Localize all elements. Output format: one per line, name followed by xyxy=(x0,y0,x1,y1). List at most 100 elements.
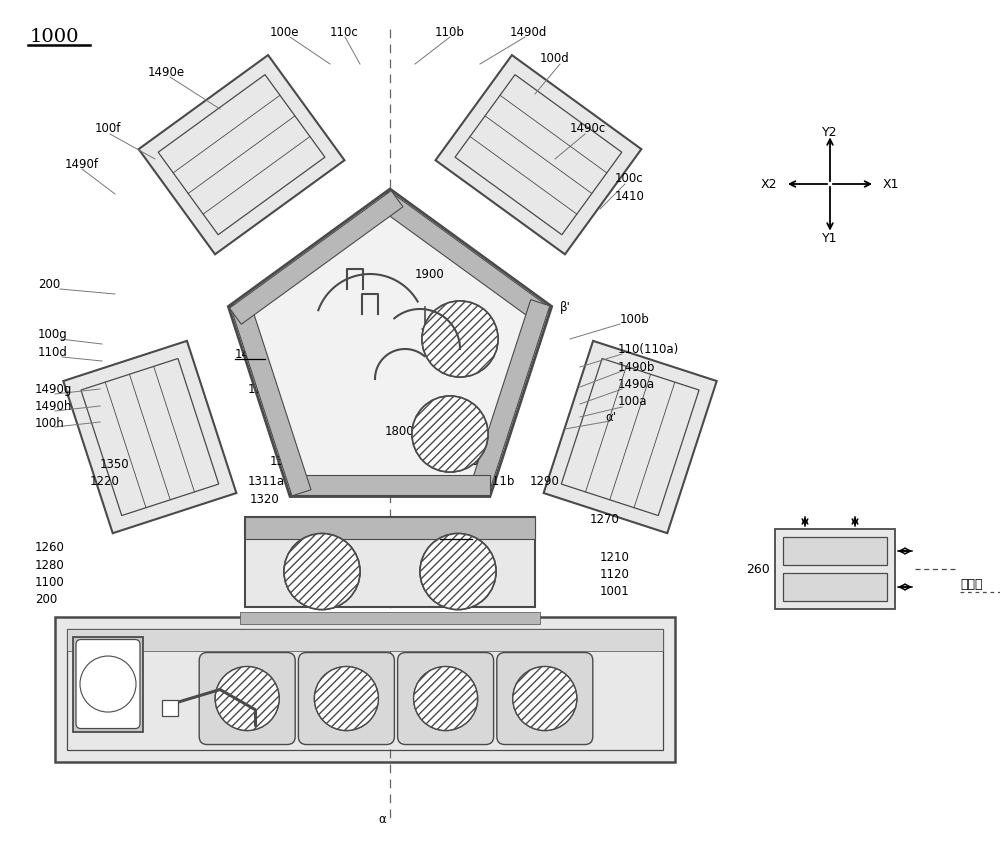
Text: Y2: Y2 xyxy=(822,126,838,138)
Circle shape xyxy=(422,301,498,377)
Bar xyxy=(436,56,641,255)
Bar xyxy=(544,342,717,533)
Text: 信号线: 信号线 xyxy=(960,578,982,591)
Text: 200: 200 xyxy=(245,295,267,308)
Circle shape xyxy=(513,667,577,731)
Text: 1300: 1300 xyxy=(270,455,300,468)
Text: 1280: 1280 xyxy=(35,559,65,572)
Text: 200: 200 xyxy=(35,592,57,606)
Circle shape xyxy=(284,534,360,610)
Bar xyxy=(55,617,675,761)
Text: β': β' xyxy=(560,301,571,314)
Text: 1290: 1290 xyxy=(530,475,560,488)
Text: 110c: 110c xyxy=(330,25,359,39)
Bar xyxy=(783,538,887,565)
Circle shape xyxy=(513,667,577,731)
Text: 100a: 100a xyxy=(618,395,648,408)
FancyBboxPatch shape xyxy=(199,652,295,744)
Text: 1100: 1100 xyxy=(35,576,65,589)
Text: 1490d: 1490d xyxy=(510,25,547,39)
Text: 1270: 1270 xyxy=(590,513,620,526)
Text: 1310: 1310 xyxy=(450,455,480,468)
Text: 1490e: 1490e xyxy=(148,66,185,78)
Polygon shape xyxy=(290,475,490,495)
Text: β: β xyxy=(460,443,468,456)
Text: 1490f: 1490f xyxy=(65,159,99,171)
Text: 100f: 100f xyxy=(95,122,121,134)
Circle shape xyxy=(314,667,378,731)
Circle shape xyxy=(284,534,360,610)
Text: 1311a: 1311a xyxy=(248,475,285,488)
Circle shape xyxy=(80,657,136,712)
Circle shape xyxy=(414,667,478,731)
Circle shape xyxy=(414,667,478,731)
Bar xyxy=(162,700,178,716)
Circle shape xyxy=(215,667,279,731)
Text: 1350: 1350 xyxy=(100,458,130,471)
Text: 1000: 1000 xyxy=(30,28,80,46)
Text: 100h: 100h xyxy=(35,417,65,430)
Text: 100e: 100e xyxy=(270,25,300,39)
Text: 1700: 1700 xyxy=(248,383,278,396)
Text: 100g: 100g xyxy=(38,328,68,341)
Text: 1260: 1260 xyxy=(35,541,65,554)
Circle shape xyxy=(422,301,498,377)
Bar xyxy=(455,76,622,235)
Bar xyxy=(245,517,535,539)
Bar xyxy=(81,359,219,516)
Text: 1200: 1200 xyxy=(440,528,470,541)
Text: 1210: 1210 xyxy=(600,551,630,564)
FancyBboxPatch shape xyxy=(398,652,494,744)
Text: 1311b: 1311b xyxy=(478,475,515,488)
Bar xyxy=(240,612,540,624)
Text: Y1: Y1 xyxy=(822,231,838,244)
Polygon shape xyxy=(469,300,550,496)
Text: 1120: 1120 xyxy=(600,568,630,581)
Polygon shape xyxy=(377,192,551,325)
Text: 1220: 1220 xyxy=(90,475,120,488)
Bar xyxy=(67,629,663,749)
Circle shape xyxy=(412,397,488,473)
Text: 1490g: 1490g xyxy=(35,383,72,396)
Text: 1490a: 1490a xyxy=(618,378,655,391)
Text: 260: 260 xyxy=(746,563,770,576)
Text: 1490c: 1490c xyxy=(570,122,606,134)
Text: 110(110a): 110(110a) xyxy=(618,344,679,356)
Text: 110d: 110d xyxy=(38,346,68,359)
FancyBboxPatch shape xyxy=(497,652,593,744)
FancyBboxPatch shape xyxy=(76,640,140,728)
Circle shape xyxy=(215,667,279,731)
FancyBboxPatch shape xyxy=(298,652,394,744)
Bar xyxy=(245,517,535,607)
Polygon shape xyxy=(228,190,552,497)
Bar xyxy=(67,629,663,651)
Circle shape xyxy=(412,397,488,473)
Bar xyxy=(783,573,887,601)
Circle shape xyxy=(420,534,496,610)
Text: 1400: 1400 xyxy=(235,348,265,361)
Text: 1410: 1410 xyxy=(615,189,645,203)
Text: 200: 200 xyxy=(38,279,60,291)
Bar xyxy=(139,56,344,255)
Text: X2: X2 xyxy=(761,178,777,192)
Text: 1320: 1320 xyxy=(250,493,280,506)
Circle shape xyxy=(314,667,378,731)
Text: 1490b: 1490b xyxy=(618,361,655,374)
Text: 1900: 1900 xyxy=(415,268,445,281)
Text: 100d: 100d xyxy=(540,51,570,64)
Text: 100c: 100c xyxy=(615,171,644,184)
Polygon shape xyxy=(229,192,403,325)
Text: α: α xyxy=(378,813,386,825)
Bar xyxy=(63,342,236,533)
Text: α': α' xyxy=(605,411,616,424)
Bar xyxy=(158,76,325,235)
Bar xyxy=(775,529,895,609)
Text: 100b: 100b xyxy=(620,313,650,326)
Text: 1800: 1800 xyxy=(385,425,415,438)
Bar xyxy=(73,636,143,732)
Text: 1490h: 1490h xyxy=(35,400,72,413)
Text: 1001: 1001 xyxy=(600,585,630,598)
Bar xyxy=(561,359,699,516)
Polygon shape xyxy=(230,300,311,496)
Text: 110b: 110b xyxy=(435,25,465,39)
